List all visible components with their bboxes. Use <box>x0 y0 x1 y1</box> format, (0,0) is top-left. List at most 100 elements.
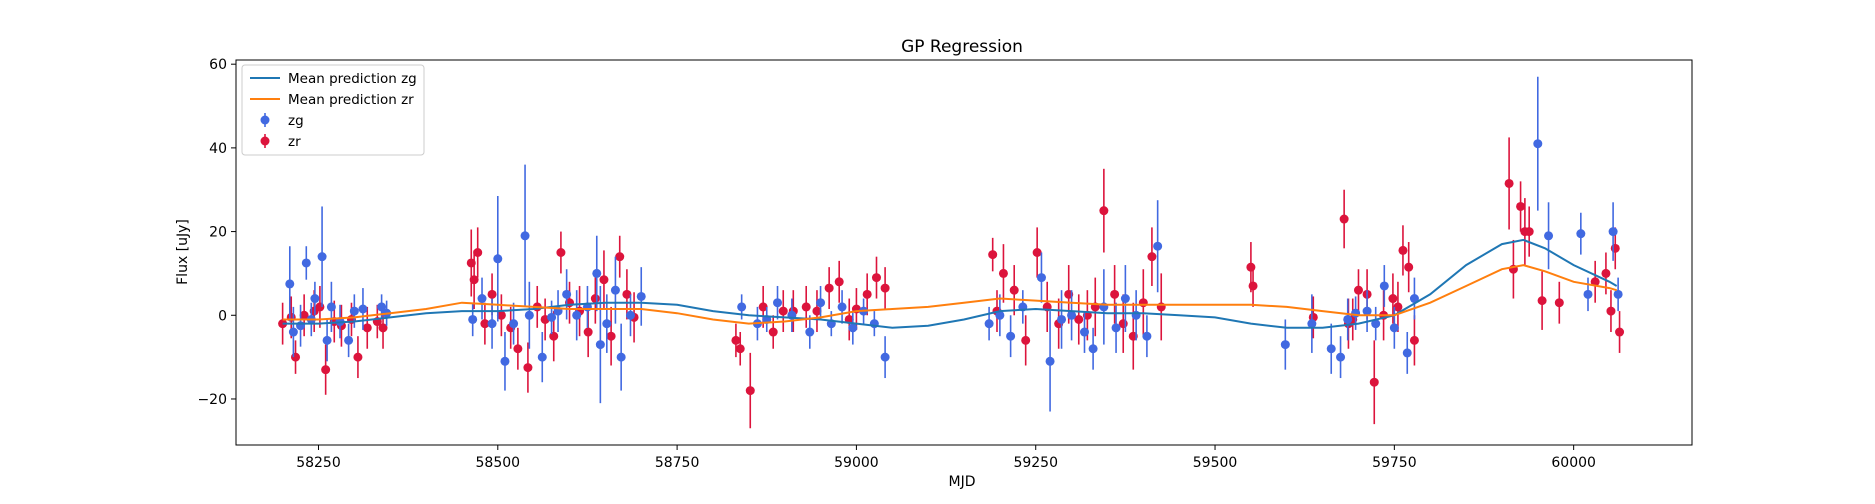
zr-point <box>731 336 740 345</box>
x-tick-label: 59750 <box>1372 455 1417 471</box>
zg-point <box>737 302 746 311</box>
zg-point <box>509 319 518 328</box>
zg-point <box>881 353 890 362</box>
zg-point <box>344 336 353 345</box>
x-tick-label: 59500 <box>1193 455 1238 471</box>
zg-point <box>468 315 477 324</box>
plot-layer <box>278 77 1624 429</box>
zr-point <box>736 344 745 353</box>
y-tick-label: 0 <box>218 308 227 324</box>
zg-point <box>1046 357 1055 366</box>
zg-point <box>1609 227 1618 236</box>
zr-point <box>287 313 296 322</box>
zr-point <box>599 275 608 284</box>
legend-label: zr <box>288 134 301 150</box>
zg-point <box>521 231 530 240</box>
zr-point <box>1611 244 1620 253</box>
zr-point <box>1249 281 1258 290</box>
zr-point <box>1021 336 1030 345</box>
x-tick-label: 58250 <box>296 455 341 471</box>
zg-point <box>1132 311 1141 320</box>
zr-point <box>353 353 362 362</box>
zg-point <box>1112 323 1121 332</box>
zr-point <box>1246 263 1255 272</box>
legend-label: zg <box>288 113 304 129</box>
zr-point <box>556 248 565 257</box>
zg-point <box>617 353 626 362</box>
zg-point <box>838 302 847 311</box>
zg-point <box>302 258 311 267</box>
x-axis: 58250 58500 58750 59000 59250 59500 59750 60000 <box>296 445 1596 471</box>
zr-point <box>746 386 755 395</box>
zg-point <box>327 302 336 311</box>
zr-point <box>1354 286 1363 295</box>
zg-point <box>572 311 581 320</box>
zr-point <box>1139 298 1148 307</box>
zg-point <box>358 304 367 313</box>
zg-point <box>848 323 857 332</box>
zr-point <box>513 344 522 353</box>
zg-point <box>1614 290 1623 299</box>
zg-point <box>611 286 620 295</box>
zr-point <box>863 290 872 299</box>
y-tick-label: −20 <box>197 392 227 408</box>
zg-point <box>637 292 646 301</box>
y-tick-label: 60 <box>209 57 227 73</box>
zr-point <box>999 269 1008 278</box>
zr-point <box>1525 227 1534 236</box>
zr-point <box>607 332 616 341</box>
zr-point <box>835 277 844 286</box>
zg-point <box>323 336 332 345</box>
zr-point <box>1340 215 1349 224</box>
zg-point <box>1351 309 1360 318</box>
zr-point <box>1388 294 1397 303</box>
zg-point <box>1089 344 1098 353</box>
y-axis: −200204060 <box>197 57 236 408</box>
x-tick-label: 59250 <box>1013 455 1058 471</box>
zr-point <box>1099 206 1108 215</box>
zg-point <box>318 252 327 261</box>
legend-label: Mean prediction zr <box>288 92 414 108</box>
zg-point <box>596 340 605 349</box>
zg-point <box>488 319 497 328</box>
zg-point <box>1584 290 1593 299</box>
zr-point <box>488 290 497 299</box>
zg-point <box>1006 332 1015 341</box>
zg-point <box>1533 139 1542 148</box>
zr-point <box>1147 252 1156 261</box>
zg-point <box>602 319 611 328</box>
zg-point <box>500 357 509 366</box>
zg-point <box>538 353 547 362</box>
zr-point <box>523 363 532 372</box>
zg-point <box>1281 340 1290 349</box>
zr-point <box>549 332 558 341</box>
legend-marker-swatch <box>261 137 270 146</box>
zg-point <box>1390 323 1399 332</box>
zr-point <box>1516 202 1525 211</box>
series-zg <box>285 77 1622 412</box>
x-tick-label: 60000 <box>1551 455 1596 471</box>
zg-point <box>1121 294 1130 303</box>
zr-point <box>363 323 372 332</box>
zr-point <box>825 284 834 293</box>
axes-frame <box>236 60 1692 445</box>
zr-point <box>1033 248 1042 257</box>
zg-point <box>493 254 502 263</box>
zr-point <box>1010 286 1019 295</box>
zg-point <box>1307 319 1316 328</box>
zr-point <box>615 252 624 261</box>
zr-point <box>315 302 324 311</box>
zr-point <box>1555 298 1564 307</box>
zg-point <box>1057 315 1066 324</box>
zr-point <box>802 302 811 311</box>
zr-point <box>1538 296 1547 305</box>
zr-point <box>872 273 881 282</box>
zg-point <box>985 319 994 328</box>
zr-point <box>1505 179 1514 188</box>
zr-point <box>291 353 300 362</box>
zg-point <box>1327 344 1336 353</box>
zg-point <box>289 328 298 337</box>
x-tick-label: 59000 <box>834 455 879 471</box>
zr-point <box>1370 378 1379 387</box>
zg-point <box>562 290 571 299</box>
